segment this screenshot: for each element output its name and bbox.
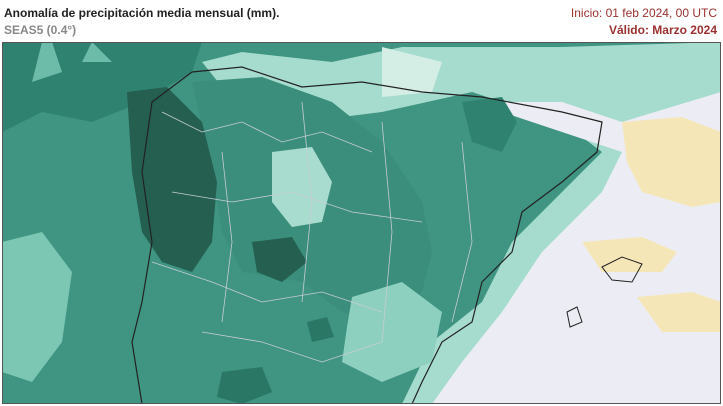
coastline [131,66,603,404]
dry-zone [582,237,721,332]
zone [217,317,334,404]
islands [566,256,643,328]
map [2,42,721,404]
map-title: Anomalía de precipitación media mensual … [4,6,280,20]
zone [462,97,517,152]
borders [151,101,473,363]
dry-zone [622,117,721,207]
valid-date: Válido: Marzo 2024 [608,23,717,37]
zone [2,232,72,382]
zone [382,47,442,97]
map-frame [2,42,721,404]
zone [252,237,307,282]
init-date: Inicio: 01 feb 2024, 00 UTC [570,6,717,20]
model-label: SEAS5 (0.4°) [4,23,77,37]
zone [272,147,332,227]
zone [32,42,112,82]
